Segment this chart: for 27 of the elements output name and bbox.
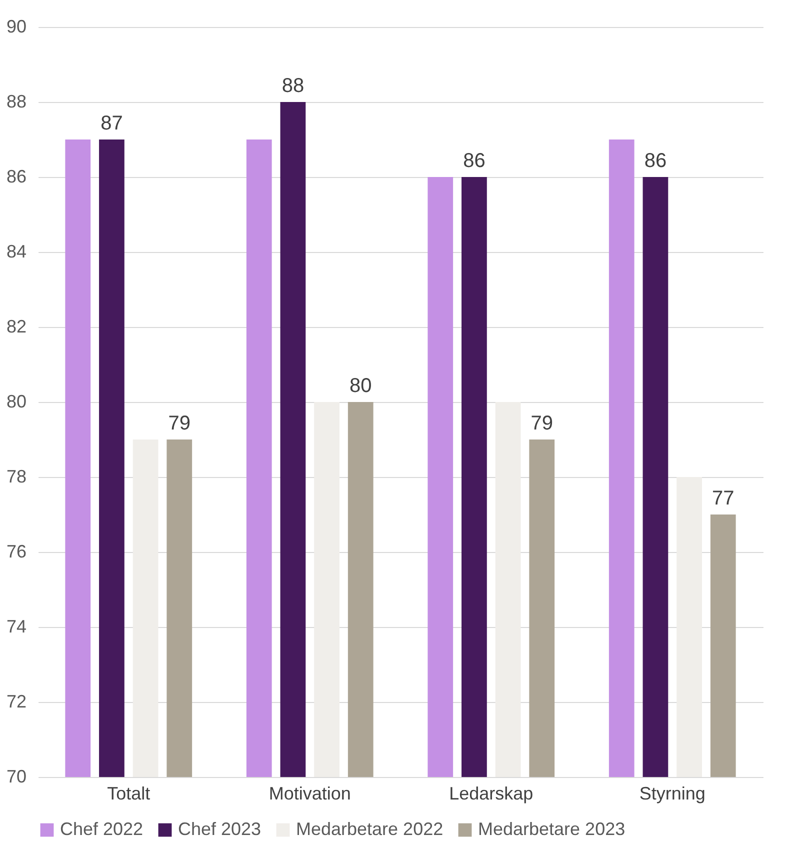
y-tick-label: 88	[6, 92, 26, 112]
data-label: 80	[350, 375, 372, 397]
data-label: 87	[100, 112, 123, 134]
data-label: 86	[644, 150, 667, 172]
x-tick-label: Totalt	[107, 784, 150, 804]
x-tick-label: Styrning	[639, 784, 706, 804]
legend-label: Medarbetare 2023	[478, 819, 626, 839]
y-tick-label: 86	[6, 166, 26, 186]
x-tick-label: Ledarskap	[449, 784, 534, 804]
y-tick-label: 80	[6, 392, 26, 412]
legend-label: Chef 2022	[60, 819, 144, 839]
x-tick-label: Motivation	[268, 784, 351, 804]
data-label: 86	[463, 150, 486, 172]
legend-label: Medarbetare 2022	[296, 819, 444, 839]
y-tick-label: 82	[6, 316, 26, 336]
y-tick-label: 72	[6, 692, 26, 712]
data-label: 79	[530, 412, 553, 434]
y-tick-label: 90	[6, 16, 26, 36]
y-tick-label: 74	[6, 616, 26, 636]
y-tick-label: 76	[6, 542, 26, 562]
data-label: 77	[712, 488, 734, 510]
y-tick-label: 78	[6, 466, 26, 486]
data-label: 79	[168, 412, 190, 434]
data-label: 88	[282, 75, 304, 97]
legend-label: Chef 2023	[178, 819, 262, 839]
y-tick-label: 70	[6, 766, 26, 786]
y-tick-label: 84	[6, 242, 26, 262]
